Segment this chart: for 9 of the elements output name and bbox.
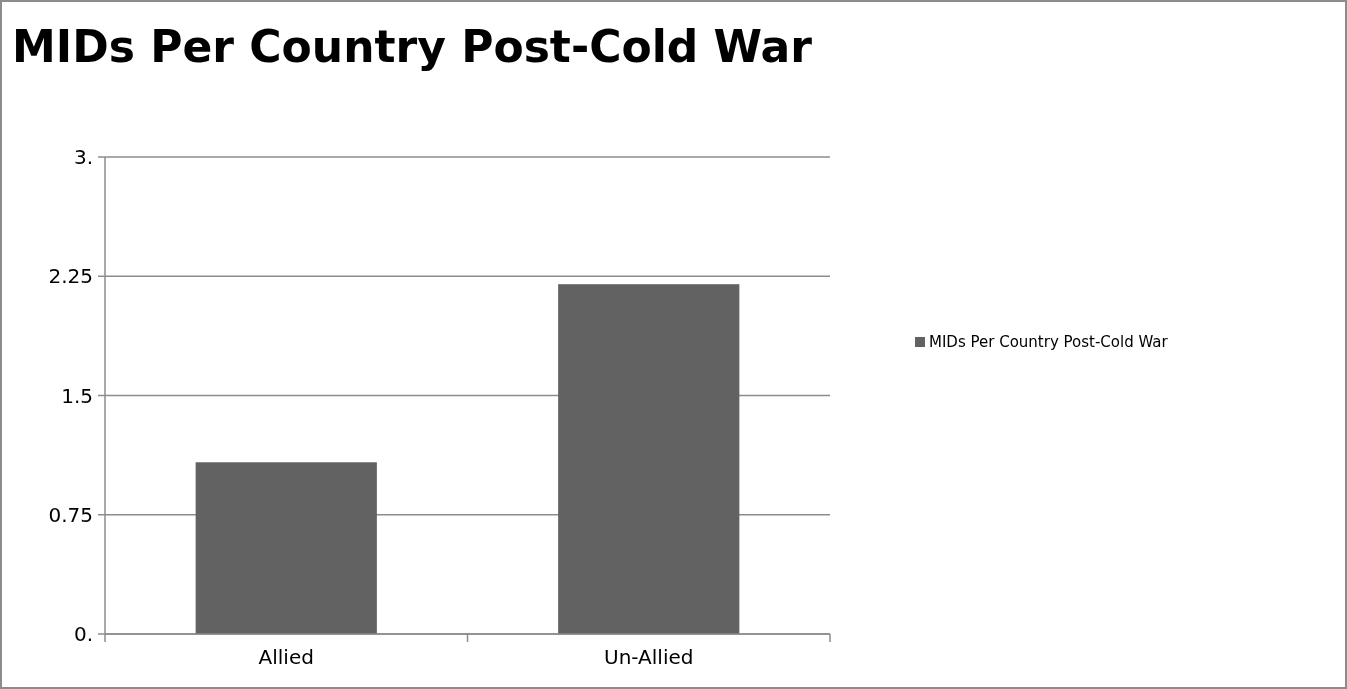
x-tick-label: Un-Allied: [604, 645, 694, 669]
chart-title: MIDs Per Country Post-Cold War: [12, 21, 813, 72]
y-tick-label: 0.75: [48, 502, 93, 527]
y-tick-label: 1.5: [61, 383, 93, 408]
y-tick-label: 2.25: [48, 264, 93, 289]
y-tick-label: 0.: [73, 622, 93, 646]
legend-label: MIDs Per Country Post-Cold War: [929, 333, 1169, 352]
y-tick-label: 3.: [73, 145, 93, 169]
x-tick-label: Allied: [258, 645, 314, 669]
